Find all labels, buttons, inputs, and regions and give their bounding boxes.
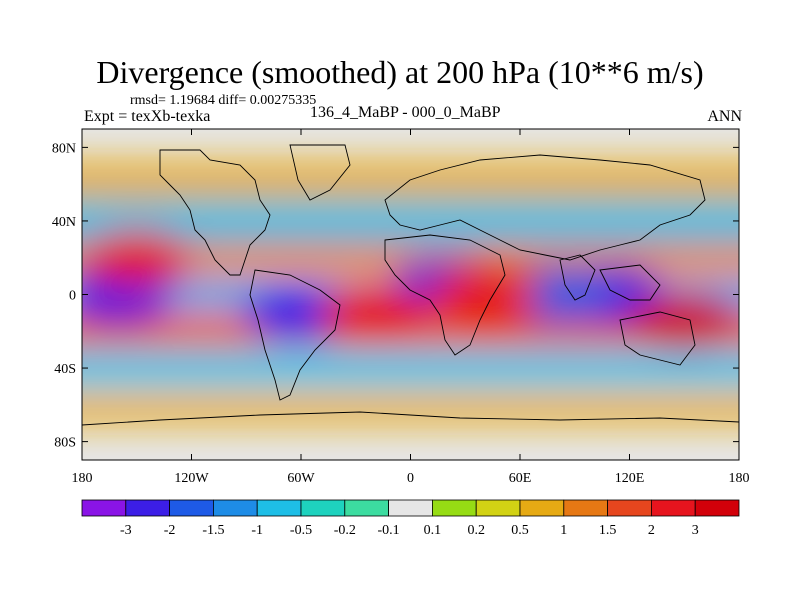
x-tick-label: 60E xyxy=(509,471,532,486)
case-label: 136_4_MaBP - 000_0_MaBP xyxy=(310,104,501,121)
stats-text: rmsd= 1.19684 diff= 0.00275335 xyxy=(130,93,317,108)
colorbar-label: 1.5 xyxy=(599,523,617,538)
x-tick-label: 120E xyxy=(615,471,645,486)
colorbar-label: 0.2 xyxy=(467,523,485,538)
y-axis: 80N 40N 0 40S 80S xyxy=(52,141,739,451)
x-axis: 180 120W 60W 0 60E 120E 180 xyxy=(72,129,750,486)
x-tick-label: 120W xyxy=(174,471,209,486)
colorbar-label: 3 xyxy=(692,523,699,538)
season-label: ANN xyxy=(707,108,742,125)
colorbar-swatch xyxy=(300,499,346,517)
colorbar-swatch xyxy=(651,499,696,517)
x-tick-label: 0 xyxy=(407,471,414,486)
colorbar-label: -0.1 xyxy=(378,523,400,538)
colorbar-label: -0.2 xyxy=(334,523,356,538)
colorbar-swatch xyxy=(694,499,740,517)
colorbar-label: -2 xyxy=(164,523,176,538)
field-band xyxy=(82,162,739,199)
x-tick-label: 180 xyxy=(72,471,93,486)
colorbar-swatch xyxy=(81,499,127,517)
colorbar: -3 -2 -1.5 -1 -0.5 -0.2 -0.1 0.1 0.2 0.5 1 1.5 2 3 xyxy=(81,499,740,538)
y-tick-label: 80S xyxy=(54,436,76,451)
colorbar-label: -1 xyxy=(251,523,263,538)
colorbar-swatch xyxy=(344,499,389,517)
experiment-label: Expt = texXb-texka xyxy=(84,108,211,125)
colorbar-swatch xyxy=(388,499,433,517)
colorbar-swatch xyxy=(256,499,302,517)
colorbar-swatch xyxy=(563,499,608,517)
colorbar-label: 2 xyxy=(648,523,655,538)
colorbar-swatch xyxy=(431,499,477,517)
field-atlantic-high xyxy=(319,284,429,341)
colorbar-label: 0.1 xyxy=(424,523,442,538)
divergence-field xyxy=(82,162,739,424)
colorbar-label: -0.5 xyxy=(290,523,312,538)
colorbar-swatch xyxy=(519,499,565,517)
colorbar-swatch xyxy=(212,499,258,517)
chart-title: Divergence (smoothed) at 200 hPa (10**6 … xyxy=(96,54,704,90)
continent-outlines xyxy=(82,144,739,426)
colorbar-label: -1.5 xyxy=(202,523,224,538)
y-tick-label: 40S xyxy=(54,362,76,377)
colorbar-swatch xyxy=(169,499,214,517)
field-band xyxy=(82,351,739,385)
field-band xyxy=(82,200,739,242)
y-tick-label: 80N xyxy=(52,141,76,156)
x-tick-label: 180 xyxy=(729,471,750,486)
x-tick-label: 60W xyxy=(287,471,315,486)
colorbar-swatch xyxy=(475,499,521,517)
y-tick-label: 40N xyxy=(52,215,76,230)
y-tick-label: 0 xyxy=(69,289,76,304)
field-arabian-high xyxy=(428,266,539,323)
field-north-pacific-high xyxy=(82,229,192,286)
colorbar-label: -3 xyxy=(120,523,132,538)
colorbar-swatch xyxy=(125,499,171,517)
colorbar-label: 1 xyxy=(560,523,567,538)
field-south-pacific-high xyxy=(629,294,739,351)
colorbar-label: 0.5 xyxy=(511,523,529,538)
colorbar-swatch xyxy=(607,499,652,517)
